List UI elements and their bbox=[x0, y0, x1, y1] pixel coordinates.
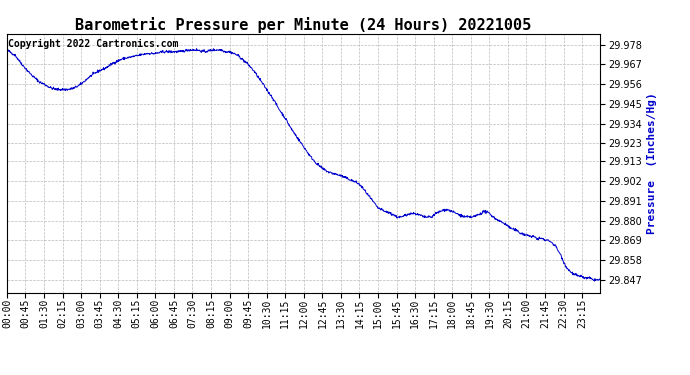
Text: Copyright 2022 Cartronics.com: Copyright 2022 Cartronics.com bbox=[8, 39, 179, 49]
Y-axis label: Pressure  (Inches/Hg): Pressure (Inches/Hg) bbox=[647, 92, 658, 234]
Title: Barometric Pressure per Minute (24 Hours) 20221005: Barometric Pressure per Minute (24 Hours… bbox=[75, 16, 532, 33]
